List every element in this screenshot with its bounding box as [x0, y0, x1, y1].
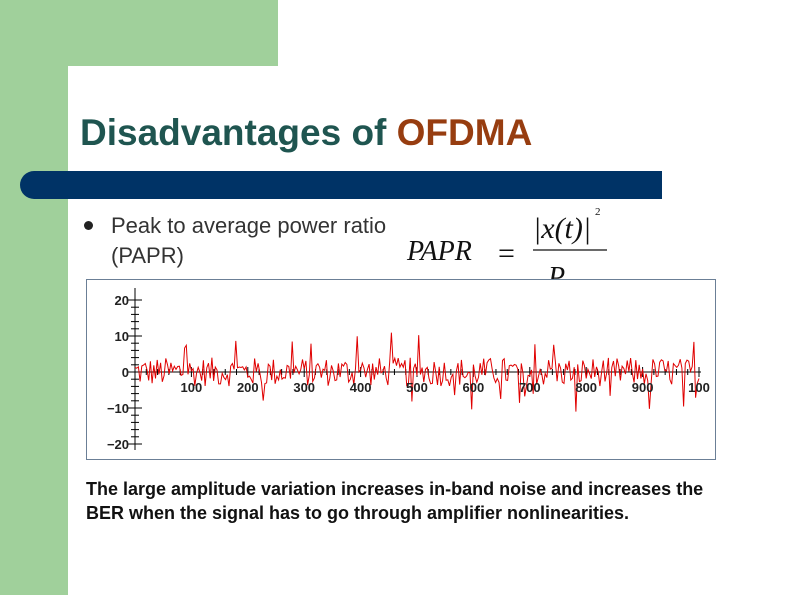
y-tick-label: 0	[122, 365, 129, 380]
bullet-text: Peak to average power ratio (PAPR)	[111, 213, 387, 268]
x-tick-label: 600	[463, 380, 485, 395]
content-corner	[68, 66, 108, 106]
x-tick-label: 500	[406, 380, 428, 395]
x-tick-label: 300	[293, 380, 315, 395]
y-tick-label: 20	[115, 293, 129, 308]
y-tick-label: −10	[107, 401, 129, 416]
x-tick-label: 800	[575, 380, 597, 395]
green-side-panel	[0, 0, 68, 595]
formula-equals: =	[498, 237, 515, 270]
x-tick-label: 900	[632, 380, 654, 395]
x-tick-label: 700	[519, 380, 541, 395]
slide-title: Disadvantages of OFDMA	[80, 112, 532, 154]
bullet-dot	[84, 221, 93, 230]
y-tick-label: 10	[115, 329, 129, 344]
signal-plot-frame: 20 10 0 −10 −20 100 200 300 400 500 600 700 800 900 10…	[86, 279, 716, 460]
formula-numerator: |x(t)|	[533, 212, 591, 245]
x-tick-label: 100	[688, 380, 710, 395]
x-tick-label: 400	[350, 380, 372, 395]
green-top-panel	[0, 0, 278, 66]
x-tick-label: 100	[181, 380, 203, 395]
formula-lhs: PAPR	[406, 236, 472, 267]
x-tick-label: 200	[237, 380, 259, 395]
title-divider-bar	[20, 171, 662, 199]
caption-text: The large amplitude variation increases …	[86, 479, 704, 523]
title-prefix: Disadvantages of	[80, 112, 397, 153]
formula-exponent: 2	[595, 206, 601, 218]
title-accent: OFDMA	[396, 112, 533, 153]
y-tick-label: −20	[107, 437, 129, 452]
signal-line	[134, 332, 700, 412]
